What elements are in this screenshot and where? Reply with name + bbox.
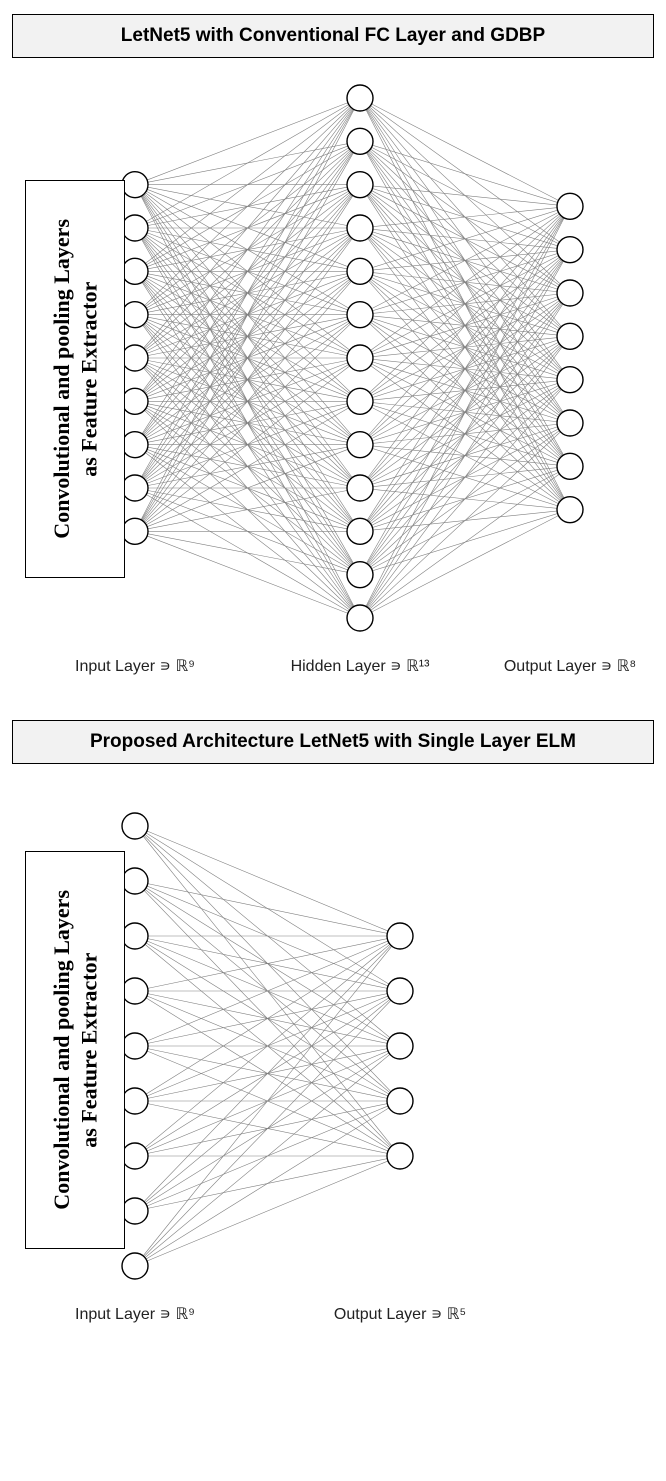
output-node <box>557 323 583 349</box>
hidden-node <box>347 258 373 284</box>
input-node <box>122 388 148 414</box>
hidden-node <box>347 562 373 588</box>
output-node <box>387 1088 413 1114</box>
output-node <box>387 923 413 949</box>
input-node <box>122 1253 148 1279</box>
hidden-node <box>347 302 373 328</box>
figure-2-feature-extractor-label: Convolutional and pooling Layers as Feat… <box>48 890 103 1210</box>
figure-2: Proposed Architecture LetNet5 with Singl… <box>0 706 666 1354</box>
output-node <box>557 497 583 523</box>
hidden-node <box>347 128 373 154</box>
output-node <box>557 367 583 393</box>
input-node <box>122 1033 148 1059</box>
output-node <box>387 1033 413 1059</box>
output-node <box>387 978 413 1004</box>
output-node <box>557 237 583 263</box>
input-node <box>122 258 148 284</box>
layer-label: Hidden Layer ∍ ℝ¹³ <box>270 656 450 676</box>
output-node <box>557 193 583 219</box>
hidden-node <box>347 605 373 631</box>
edges <box>135 826 400 1266</box>
figure-1-network-wrap: Convolutional and pooling Layers as Feat… <box>0 68 666 648</box>
input-node <box>122 1198 148 1224</box>
input-node <box>122 868 148 894</box>
output-node <box>387 1143 413 1169</box>
input-node <box>122 172 148 198</box>
figure-2-title: Proposed Architecture LetNet5 with Singl… <box>12 720 654 764</box>
hidden-node <box>347 518 373 544</box>
layer-label: Output Layer ∍ ℝ⁸ <box>480 656 660 676</box>
output-node <box>557 410 583 436</box>
hidden-node <box>347 85 373 111</box>
input-node <box>122 302 148 328</box>
figure-1-title: LetNet5 with Conventional FC Layer and G… <box>12 14 654 58</box>
output-node <box>557 453 583 479</box>
figure-1-feature-extractor: Convolutional and pooling Layers as Feat… <box>25 180 125 578</box>
input-node <box>122 1143 148 1169</box>
figure-1-layer-labels: Input Layer ∍ ℝ⁹ Hidden Layer ∍ ℝ¹³ Output… <box>0 648 666 706</box>
figure-2-network-wrap: Convolutional and pooling Layers as Feat… <box>0 796 666 1296</box>
input-node <box>122 345 148 371</box>
figure-1-feature-extractor-label: Convolutional and pooling Layers as Feat… <box>48 219 103 539</box>
input-node <box>122 518 148 544</box>
input-node <box>122 923 148 949</box>
hidden-node <box>347 345 373 371</box>
layer-label: Output Layer ∍ ℝ⁵ <box>310 1304 490 1324</box>
hidden-node <box>347 215 373 241</box>
input-node <box>122 1088 148 1114</box>
input-node <box>122 215 148 241</box>
input-node <box>122 432 148 458</box>
output-node <box>557 280 583 306</box>
input-node <box>122 813 148 839</box>
hidden-node <box>347 432 373 458</box>
hidden-node <box>347 475 373 501</box>
input-node <box>122 978 148 1004</box>
figure-1: LetNet5 with Conventional FC Layer and G… <box>0 0 666 706</box>
layer-label: Input Layer ∍ ℝ⁹ <box>45 1304 225 1324</box>
input-node <box>122 475 148 501</box>
layer-label: Input Layer ∍ ℝ⁹ <box>45 656 225 676</box>
hidden-node <box>347 172 373 198</box>
hidden-node <box>347 388 373 414</box>
figure-2-layer-labels: Input Layer ∍ ℝ⁹ Output Layer ∍ ℝ⁵ <box>0 1296 666 1354</box>
figure-2-feature-extractor: Convolutional and pooling Layers as Feat… <box>25 851 125 1249</box>
